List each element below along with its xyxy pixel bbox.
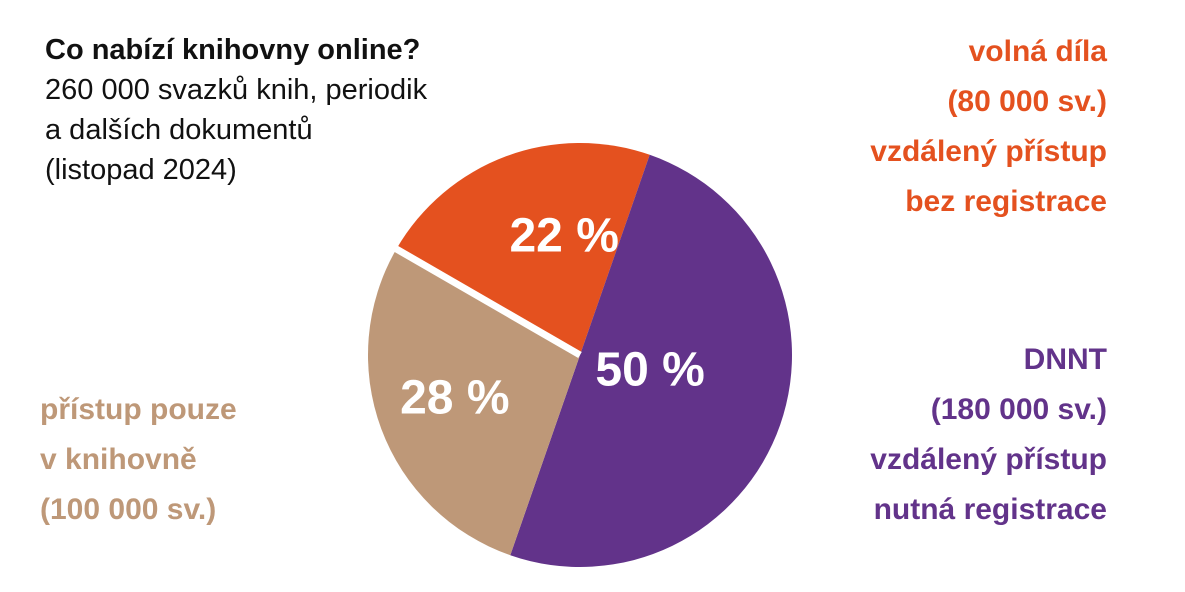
annotation-dnnt: DNNT (180 000 sv.) vzdálený přístup nutn…: [870, 335, 1107, 535]
pie-value-labels: 22 % 50 % 28 %: [400, 209, 705, 424]
chart-subtitle-line-3: (listopad 2024): [45, 154, 237, 186]
annotation-free-line-2: (80 000 sv.): [947, 85, 1107, 118]
annotation-free-line-3: vzdálený přístup: [870, 135, 1107, 168]
pie-slice-dnnt: [510, 154, 793, 568]
pie-value-label-dnnt: 50 %: [595, 343, 704, 396]
pie-value-label-free: 22 %: [509, 209, 618, 262]
chart-subtitle-line-2: a dalších dokumentů: [45, 114, 313, 146]
chart-subtitle-line-1: 260 000 svazků knih, periodik: [45, 74, 428, 106]
annotation-library-only: přístup pouze v knihovně (100 000 sv.): [40, 385, 237, 535]
slice-separator-line: [391, 243, 582, 359]
annotation-library-line-3: (100 000 sv.): [40, 493, 217, 526]
annotation-free-line-1: volná díla: [968, 35, 1107, 68]
annotation-dnnt-line-3: vzdálený přístup: [870, 443, 1107, 476]
chart-heading: Co nabízí knihovny online? 260 000 svazk…: [45, 30, 565, 190]
annotation-dnnt-line-2: (180 000 sv.): [930, 393, 1107, 426]
annotation-library-line-1: přístup pouze: [40, 393, 237, 426]
annotation-library-line-2: v knihovně: [40, 443, 197, 476]
pie-slices: [367, 142, 793, 568]
chart-title: Co nabízí knihovny online?: [45, 34, 421, 66]
annotation-dnnt-line-1: DNNT: [1023, 343, 1107, 376]
annotation-free-works: volná díla (80 000 sv.) vzdálený přístup…: [870, 27, 1107, 227]
annotation-dnnt-line-4: nutná registrace: [873, 493, 1107, 526]
pie-value-label-library: 28 %: [400, 371, 509, 424]
pie-slice-free: [396, 142, 650, 355]
annotation-free-line-4: bez registrace: [905, 185, 1107, 218]
